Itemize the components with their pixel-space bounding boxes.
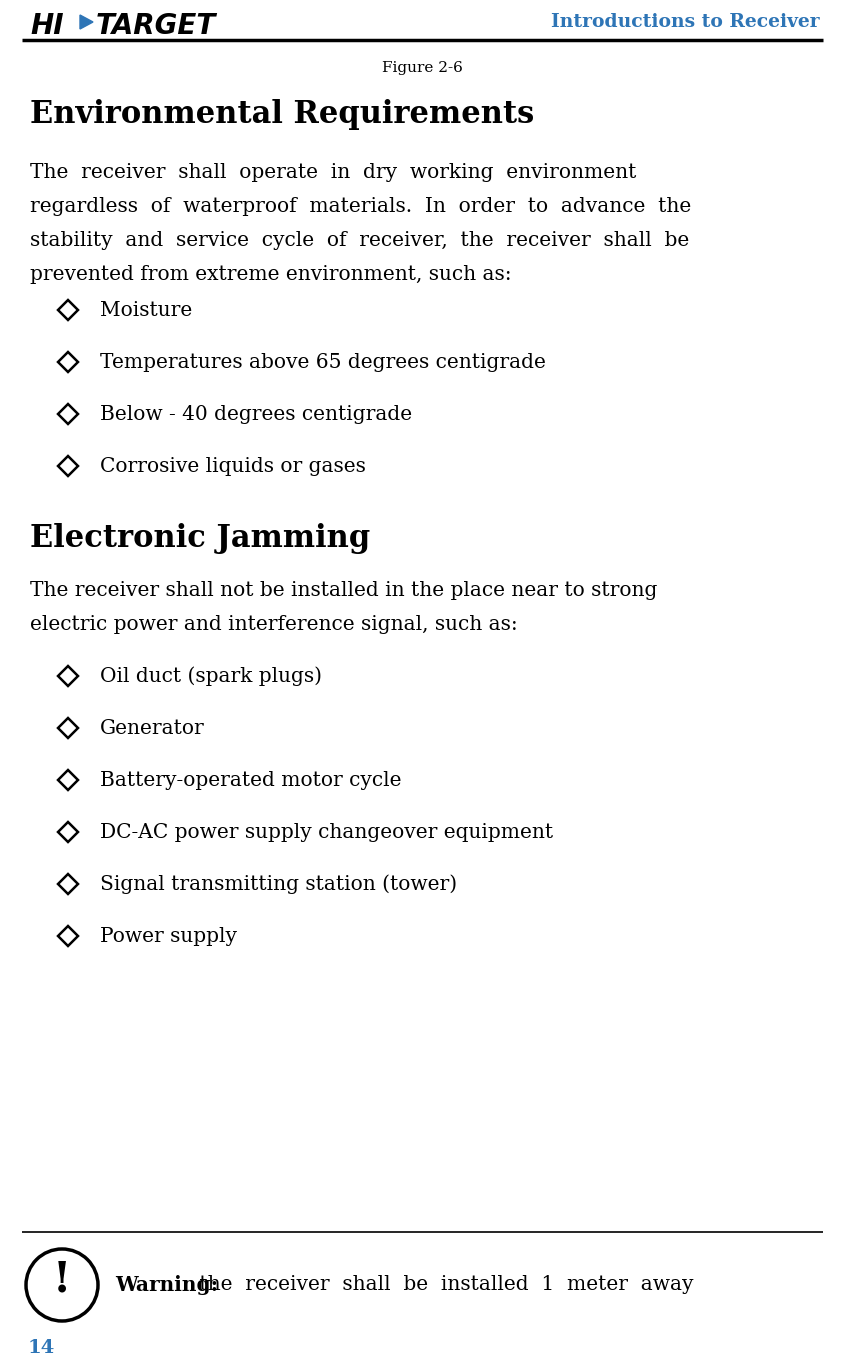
Text: Moisture: Moisture <box>100 300 192 319</box>
Text: Introductions to Receiver: Introductions to Receiver <box>551 14 819 31</box>
Text: Figure 2-6: Figure 2-6 <box>381 61 463 75</box>
Text: HI: HI <box>30 12 63 40</box>
Text: Power supply: Power supply <box>100 927 236 946</box>
Text: Environmental Requirements: Environmental Requirements <box>30 100 533 131</box>
Text: the  receiver  shall  be  installed  1  meter  away: the receiver shall be installed 1 meter … <box>192 1275 693 1294</box>
Polygon shape <box>80 15 93 29</box>
Text: Below - 40 degrees centigrade: Below - 40 degrees centigrade <box>100 404 412 423</box>
Text: The  receiver  shall  operate  in  dry  working  environment: The receiver shall operate in dry workin… <box>30 162 636 182</box>
Text: electric power and interference signal, such as:: electric power and interference signal, … <box>30 614 517 633</box>
Text: Oil duct (spark plugs): Oil duct (spark plugs) <box>100 666 322 685</box>
Text: 14: 14 <box>28 1339 55 1357</box>
Text: Signal transmitting station (tower): Signal transmitting station (tower) <box>100 874 457 894</box>
Text: regardless  of  waterproof  materials.  In  order  to  advance  the: regardless of waterproof materials. In o… <box>30 197 690 216</box>
Text: The receiver shall not be installed in the place near to strong: The receiver shall not be installed in t… <box>30 580 657 599</box>
Text: TARGET: TARGET <box>96 12 216 40</box>
Text: Corrosive liquids or gases: Corrosive liquids or gases <box>100 456 365 475</box>
Text: Generator: Generator <box>100 718 204 737</box>
Text: prevented from extreme environment, such as:: prevented from extreme environment, such… <box>30 265 511 284</box>
Text: !: ! <box>53 1259 71 1299</box>
Text: Temperatures above 65 degrees centigrade: Temperatures above 65 degrees centigrade <box>100 352 545 371</box>
Text: Warning:: Warning: <box>115 1275 218 1295</box>
Text: stability  and  service  cycle  of  receiver,  the  receiver  shall  be: stability and service cycle of receiver,… <box>30 231 689 250</box>
Text: DC-AC power supply changeover equipment: DC-AC power supply changeover equipment <box>100 823 553 841</box>
Text: Battery-operated motor cycle: Battery-operated motor cycle <box>100 770 401 789</box>
Text: Electronic Jamming: Electronic Jamming <box>30 523 370 553</box>
